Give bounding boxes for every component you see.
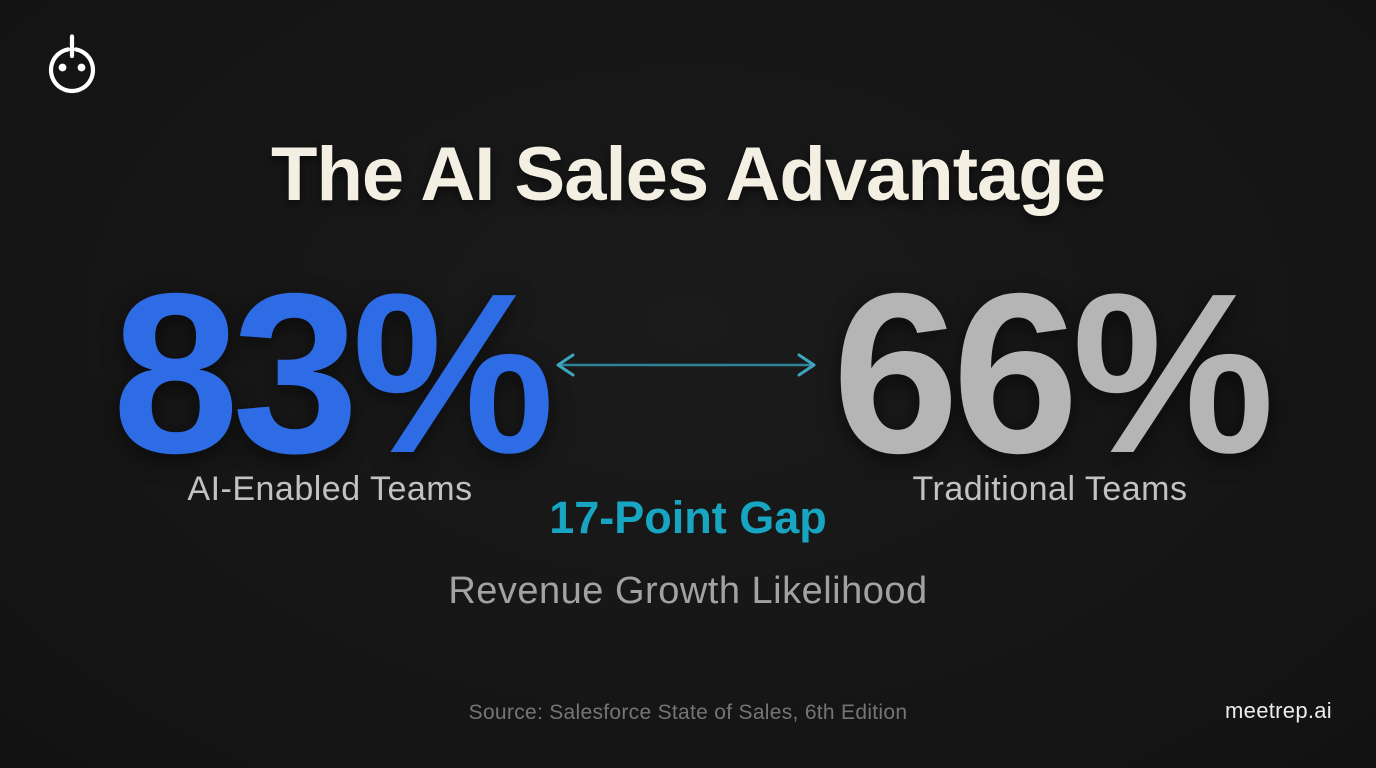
stat-value-traditional: 66%	[832, 247, 1274, 501]
stat-ai-enabled: 83% AI-Enabled Teams	[40, 247, 620, 508]
stat-label-ai-enabled: AI-Enabled Teams	[187, 470, 473, 508]
meetrep-logo-icon	[44, 33, 100, 95]
metric-label: Revenue Growth Likelihood	[448, 570, 928, 612]
page-title: The AI Sales Advantage	[271, 131, 1106, 217]
source-attribution: Source: Salesforce State of Sales, 6th E…	[468, 701, 908, 724]
brand-site-label: meetrep.ai	[1225, 698, 1332, 723]
double-arrow-icon	[552, 348, 820, 382]
stat-value-ai-enabled: 83%	[112, 247, 554, 501]
stat-traditional: 66% Traditional Teams	[790, 247, 1310, 508]
gap-annotation: 17-Point Gap	[549, 492, 827, 543]
stat-label-traditional: Traditional Teams	[912, 470, 1188, 508]
